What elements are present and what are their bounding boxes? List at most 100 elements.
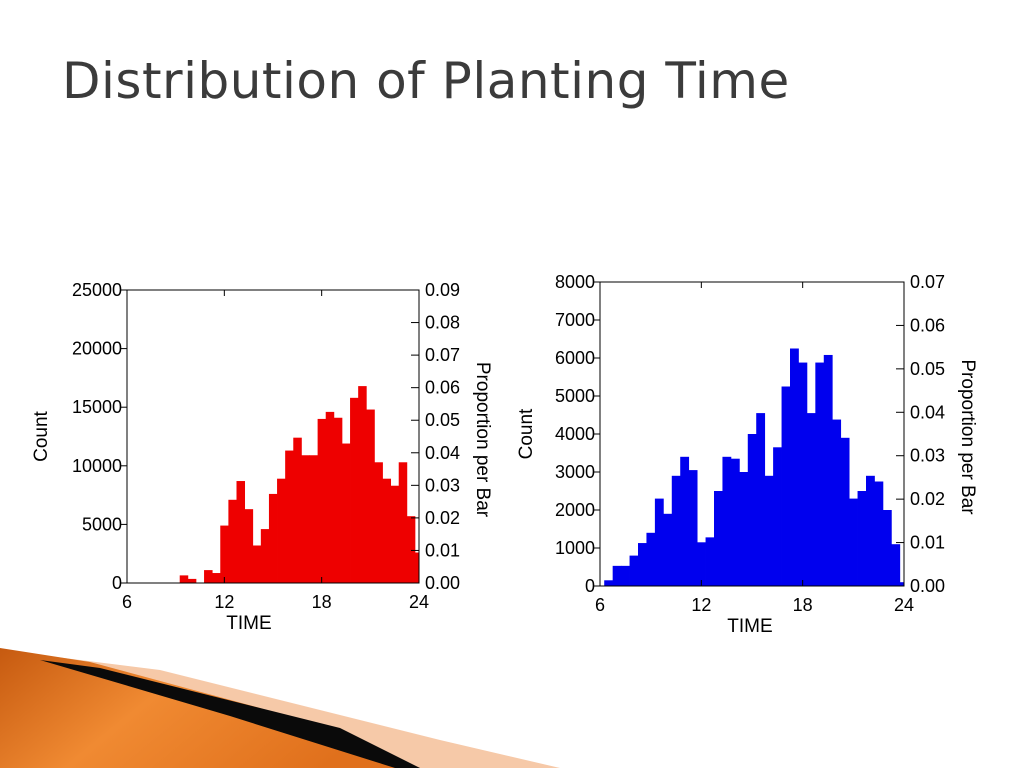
histogram-bar — [252, 545, 262, 583]
slide-title: Distribution of Planting Time — [62, 52, 790, 110]
histogram-bar — [374, 462, 383, 583]
histogram-bar — [697, 542, 706, 586]
histogram-bar — [764, 475, 774, 586]
y-tick-label: 5000 — [82, 514, 122, 534]
y-tick-label: 10000 — [72, 456, 122, 476]
histogram-bar — [722, 456, 732, 586]
y2-tick-label: 0.04 — [910, 402, 945, 422]
y2-tick-label: 0.00 — [425, 573, 460, 593]
histogram-bar — [301, 455, 310, 583]
y-tick-label: 15000 — [72, 397, 122, 417]
x-axis-label: TIME — [727, 616, 772, 637]
y2-axis-label: Proportion per Bar — [957, 359, 978, 515]
histogram-bar — [806, 413, 816, 586]
histogram-bar — [629, 555, 639, 586]
histogram-bar — [268, 493, 278, 583]
histogram-bar — [739, 472, 749, 586]
histogram-bar — [285, 450, 294, 583]
histogram-bar — [204, 570, 213, 583]
histogram-bar — [790, 348, 799, 586]
red-histogram: 6 12 18 24 0 5000 10000 15000 20000 25000 0.00 0.01… — [31, 280, 493, 634]
histogram-bar — [260, 529, 270, 583]
histogram-bar — [891, 544, 901, 586]
x-tick-label: 24 — [409, 592, 429, 612]
histogram-bar — [654, 498, 664, 586]
x-tick-label: 18 — [793, 595, 813, 615]
x-tick-label: 6 — [595, 595, 605, 615]
histogram-bar — [236, 481, 246, 583]
x-axis-label: TIME — [226, 613, 271, 634]
histogram-bar — [350, 397, 359, 583]
histogram-bar — [671, 475, 681, 586]
y2-tick-label: 0.08 — [425, 313, 460, 333]
y2-tick-label: 0.09 — [425, 280, 460, 300]
histogram-bar — [228, 499, 237, 583]
histogram-bar — [358, 386, 367, 583]
histogram-bar — [406, 516, 416, 583]
histogram-bar — [621, 565, 630, 586]
histogram-bar — [747, 434, 757, 586]
histogram-bar — [680, 456, 690, 586]
bars-group — [604, 348, 904, 586]
x-tick-label: 24 — [894, 595, 914, 615]
histogram-bar — [714, 491, 723, 586]
histogram-bar — [781, 386, 791, 586]
histogram-bar — [815, 362, 825, 586]
y-tick-label: 3000 — [555, 462, 595, 482]
y-tick-label: 8000 — [555, 272, 595, 292]
histogram-bar — [866, 475, 875, 586]
histogram-bar — [612, 565, 622, 586]
histogram-bar — [179, 575, 189, 583]
histogram-bar — [220, 525, 229, 583]
y-tick-label: 0 — [585, 576, 595, 596]
histogram-bar — [773, 447, 782, 586]
y-tick-label: 25000 — [72, 280, 122, 300]
histogram-bar — [849, 498, 858, 586]
y2-tick-label: 0.00 — [910, 576, 945, 596]
histogram-bar — [857, 491, 867, 586]
y-axis-label: Count — [31, 410, 52, 461]
y2-tick-label: 0.05 — [910, 359, 945, 379]
histogram-bar — [382, 478, 392, 583]
histogram-bar — [341, 443, 351, 583]
histogram-bar — [840, 437, 850, 586]
y2-tick-label: 0.06 — [425, 378, 460, 398]
y2-tick-label: 0.01 — [910, 533, 945, 553]
y-tick-label: 4000 — [555, 424, 595, 444]
y2-tick-label: 0.03 — [425, 475, 460, 495]
histogram-bar — [244, 509, 254, 583]
x-tick-label: 18 — [312, 592, 332, 612]
y-axis-label: Count — [516, 408, 537, 459]
y2-tick-label: 0.01 — [425, 540, 460, 560]
histogram-bar — [638, 543, 647, 586]
histogram-bar — [604, 580, 614, 586]
histogram-bar — [277, 478, 286, 583]
histogram-bar — [756, 413, 766, 586]
histogram-bar — [663, 513, 673, 586]
histogram-bar — [688, 470, 698, 586]
histogram-bar — [882, 510, 892, 586]
histogram-bar — [899, 582, 904, 586]
y-tick-label: 1000 — [555, 538, 595, 558]
histogram-bar — [414, 552, 419, 583]
x-tick-label: 12 — [691, 595, 711, 615]
histogram-bar — [212, 573, 221, 583]
histogram-bar — [366, 409, 375, 583]
y2-tick-label: 0.03 — [910, 446, 945, 466]
histogram-bar — [333, 417, 343, 583]
swoosh-black — [40, 660, 420, 768]
histogram-bar — [293, 437, 302, 583]
histogram-bar — [317, 418, 327, 583]
blue-histogram: 6 12 18 24 0 1000 2000 3000 4000 5000 6000 7000 8000… — [516, 272, 978, 637]
histogram-bar — [390, 485, 400, 583]
x-tick-label: 6 — [122, 592, 132, 612]
histogram-bar — [823, 354, 833, 586]
y2-tick-label: 0.02 — [910, 489, 945, 509]
y-tick-label: 0 — [112, 573, 122, 593]
plot-frame — [126, 289, 420, 584]
histogram-bar — [798, 362, 808, 586]
y2-tick-label: 0.07 — [425, 345, 460, 365]
histogram-bar — [874, 481, 884, 586]
y-tick-label: 5000 — [555, 386, 595, 406]
